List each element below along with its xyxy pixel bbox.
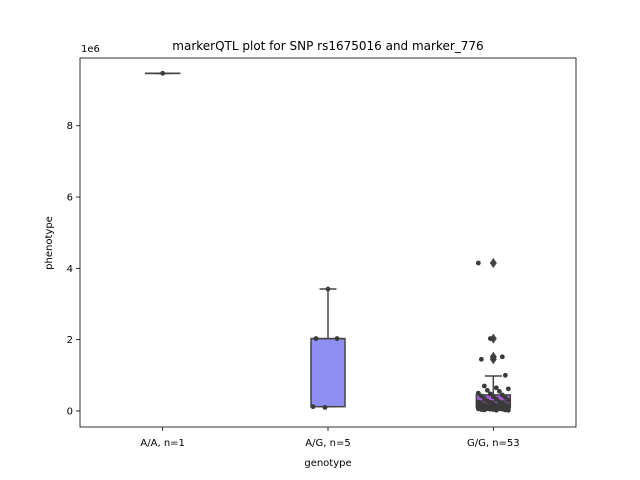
data-point	[313, 336, 319, 341]
data-point	[505, 386, 511, 392]
y-offset-label: 1e6	[81, 44, 100, 55]
data-point	[505, 407, 511, 413]
y-tick-label: 8	[67, 121, 73, 132]
box-group	[475, 258, 512, 413]
box-group	[144, 70, 181, 76]
box-group	[310, 286, 346, 410]
data-point	[310, 404, 316, 410]
data-point	[505, 397, 511, 403]
data-point	[484, 387, 490, 393]
y-tick-label: 6	[67, 193, 73, 204]
x-axis-label: genotype	[304, 458, 351, 469]
data-point	[490, 355, 496, 361]
data-point	[325, 286, 331, 292]
data-point	[496, 388, 502, 394]
data-point	[487, 336, 493, 341]
y-tick-label: 2	[67, 335, 73, 346]
data-point	[502, 395, 508, 400]
data-point	[481, 383, 487, 389]
y-tick-label: 0	[67, 406, 73, 417]
outlier-marker	[489, 333, 497, 344]
data-point	[487, 391, 493, 397]
data-point	[478, 356, 484, 362]
x-tick-label: A/A, n=1	[140, 438, 185, 449]
data-point	[499, 354, 505, 360]
data-point	[493, 407, 499, 413]
outlier-marker	[489, 258, 497, 268]
data-point	[475, 260, 481, 266]
data-point	[334, 336, 340, 341]
y-tick-label: 4	[67, 264, 73, 275]
plot-area	[144, 70, 512, 413]
data-point	[160, 70, 166, 76]
x-tick-label: G/G, n=53	[467, 438, 520, 449]
x-tick-label: A/G, n=5	[305, 438, 350, 449]
data-point	[481, 407, 487, 413]
chart-title: markerQTL plot for SNP rs1675016 and mar…	[172, 39, 483, 53]
box	[310, 337, 346, 408]
x-axis: A/A, n=1 A/G, n=5 G/G, n=53	[140, 427, 520, 449]
data-point	[502, 372, 508, 378]
y-axis-label: phenotype	[44, 216, 55, 270]
data-point	[322, 404, 328, 410]
data-point	[493, 385, 499, 391]
y-axis: 0 2 4 6 8	[67, 121, 80, 417]
data-point	[475, 390, 481, 396]
